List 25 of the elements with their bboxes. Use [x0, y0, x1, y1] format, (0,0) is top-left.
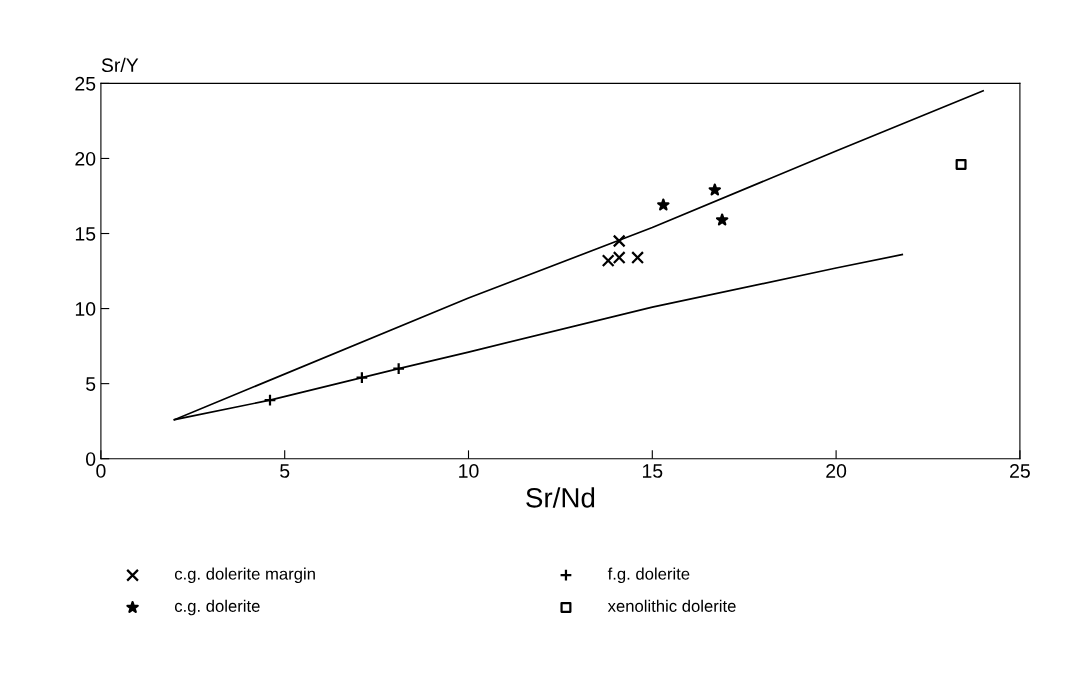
point: [631, 251, 645, 265]
y-tick-label: 15: [75, 227, 96, 241]
legend-label: c.g. dolerite margin: [174, 567, 315, 584]
x-tick-label: 10: [459, 464, 479, 478]
point: [715, 213, 729, 226]
legend-label: xenolithic dolerite: [607, 599, 736, 612]
x-tick-label: 25: [1010, 464, 1030, 478]
x-tick-label: 15: [642, 464, 663, 478]
y-axis-title: Sr/Y: [101, 57, 139, 73]
point: [708, 183, 722, 196]
x-tick-label: 0: [96, 464, 106, 478]
point: [955, 158, 967, 170]
y-tick-label: 0: [85, 452, 96, 466]
point: [263, 393, 277, 407]
y-tick-label: 10: [75, 302, 96, 316]
x-tick-label: 20: [826, 464, 847, 478]
y-tick-label: 5: [86, 377, 96, 391]
legend-label: c.g. dolerite: [174, 599, 260, 616]
point: [657, 198, 670, 211]
point: [612, 234, 626, 248]
legend-label: f.g. dolerite: [607, 567, 690, 584]
x-axis-title: Sr/Nd: [526, 487, 595, 508]
y-tick-label: 20: [75, 151, 96, 166]
y-tick-label: 25: [75, 76, 96, 91]
x-tick-label: 5: [280, 464, 290, 478]
